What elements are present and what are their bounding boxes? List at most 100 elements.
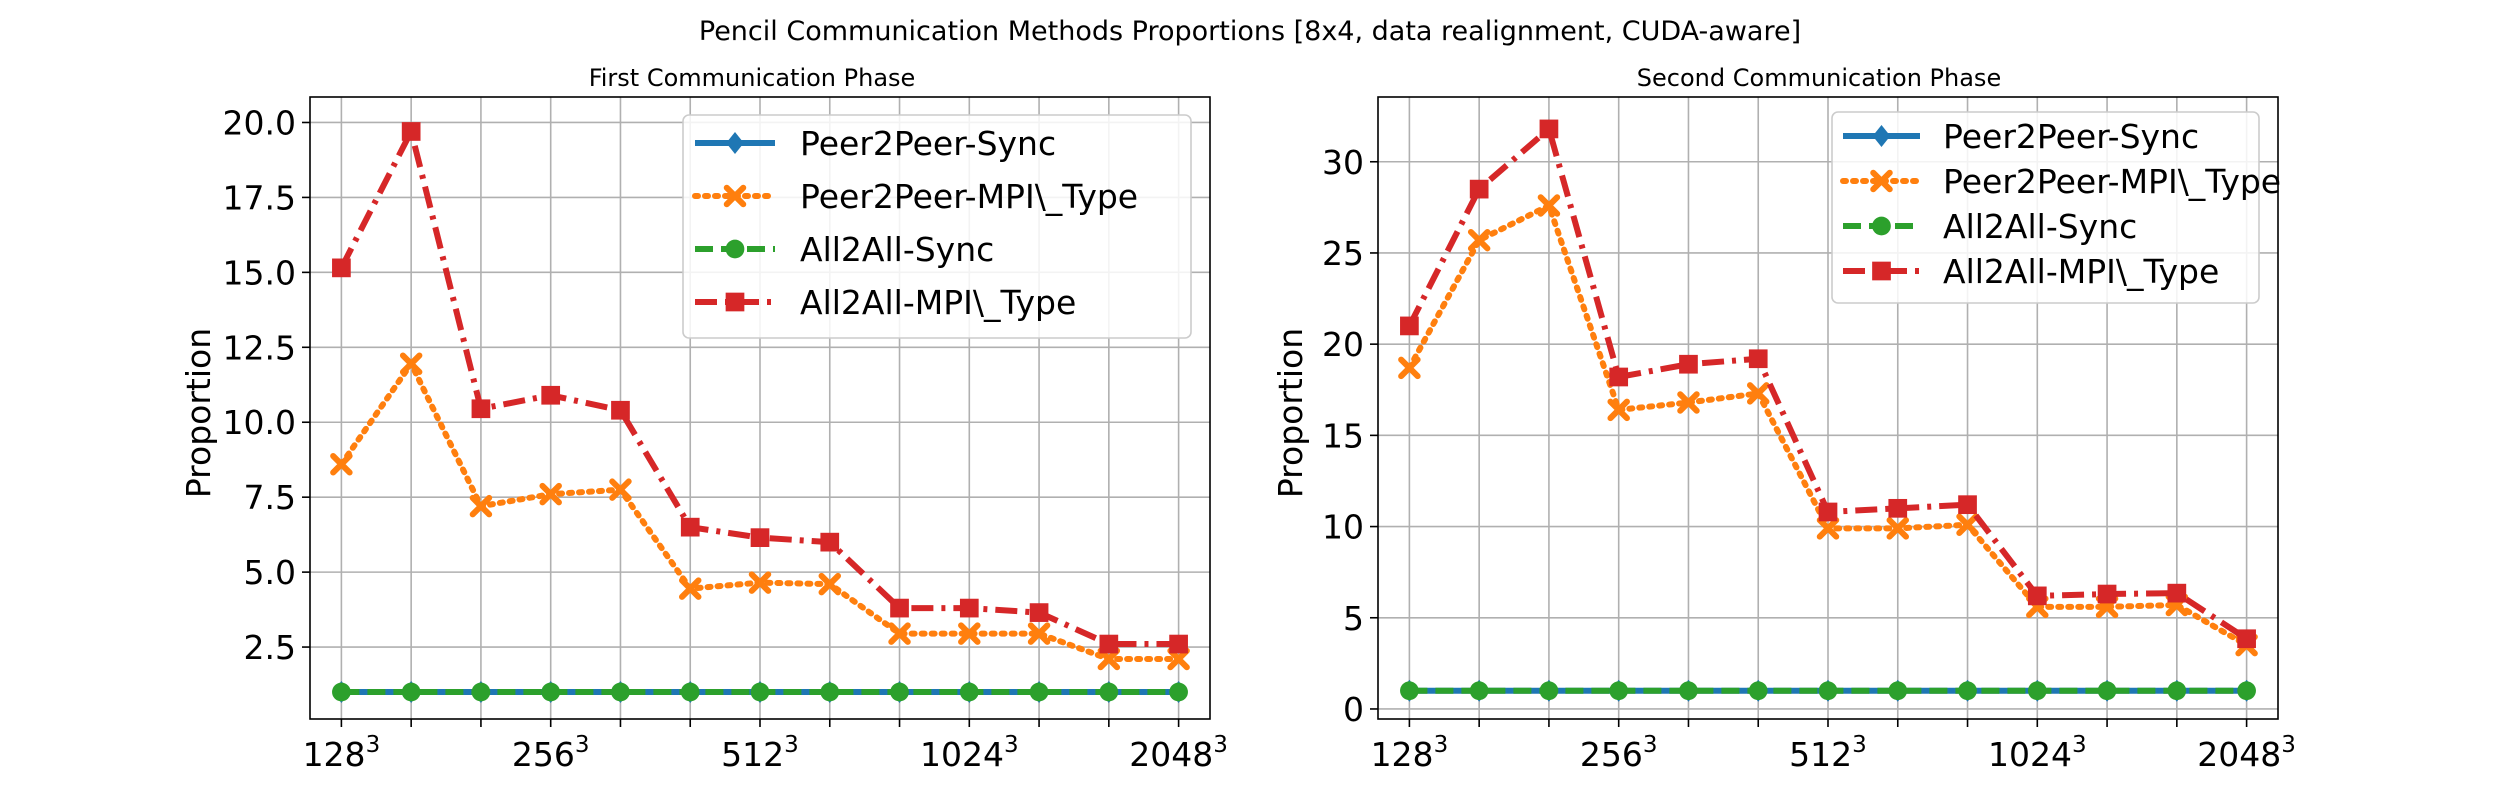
legend-label: All2All-MPI\_Type	[800, 283, 1076, 322]
y-tick-label: 20.0	[223, 103, 296, 142]
x-tick-label: 20483	[2197, 732, 2296, 774]
legend-label: Peer2Peer-Sync	[800, 124, 1056, 163]
data-point	[2237, 629, 2256, 649]
panel-title: First Communication Phase	[589, 64, 916, 92]
data-point	[1099, 682, 1119, 702]
data-point	[1097, 647, 1121, 671]
x-tick-label: 5123	[1789, 732, 1867, 774]
y-tick-label: 5	[1343, 599, 1364, 638]
data-point	[1539, 119, 1559, 139]
data-point	[750, 682, 770, 702]
data-point	[469, 494, 493, 518]
x-tick-label: 2563	[512, 732, 590, 774]
data-point	[1746, 382, 1770, 405]
y-tick-label: 10	[1322, 508, 1364, 547]
y-tick-label: 15.0	[223, 253, 296, 292]
data-point	[1818, 502, 1838, 522]
y-tick-label: 2.5	[244, 628, 296, 667]
data-point	[1400, 316, 1419, 336]
data-point	[1748, 681, 1768, 701]
data-point	[748, 571, 772, 594]
data-point	[399, 352, 423, 376]
data-point	[1958, 681, 1977, 701]
y-tick-label: 30	[1322, 143, 1364, 182]
legend-label: Peer2Peer-MPI\_Type	[800, 177, 1138, 216]
first-phase-panel: First Communication Phase Proportion 2.5…	[179, 64, 1228, 774]
data-point	[1679, 681, 1698, 701]
data-point	[539, 482, 562, 506]
data-point	[611, 682, 630, 702]
y-tick-label: 15	[1322, 416, 1364, 455]
data-point	[2167, 583, 2187, 603]
data-point	[1886, 517, 1910, 540]
data-point	[1958, 495, 1977, 515]
data-point	[2167, 681, 2187, 701]
data-point	[890, 682, 909, 702]
legend-marker	[723, 184, 747, 208]
data-point	[890, 598, 909, 618]
data-point	[1956, 513, 1979, 536]
legend: Peer2Peer-Sync Peer2Peer-MPI\_Type All2All…	[682, 114, 1192, 339]
data-point	[609, 478, 632, 501]
data-point	[611, 400, 630, 420]
x-tick-label: 5123	[721, 732, 799, 774]
legend-label: All2All-Sync	[1943, 207, 2137, 246]
y-tick-label: 0	[1343, 690, 1364, 729]
y-tick-label: 10.0	[223, 403, 296, 442]
x-tick-label: 20483	[1129, 732, 1228, 774]
legend-label: Peer2Peer-MPI\_Type	[1943, 162, 2281, 201]
legend-marker	[1872, 261, 1891, 281]
data-point	[541, 682, 561, 702]
data-point	[1400, 681, 1419, 701]
data-point	[818, 572, 842, 596]
data-point	[680, 517, 700, 537]
y-tick-label: 12.5	[223, 328, 296, 367]
panel-title: Second Communication Phase	[1637, 64, 2001, 92]
data-point	[680, 682, 700, 702]
legend-marker	[1872, 216, 1891, 236]
data-point	[401, 682, 421, 702]
legend-label: Peer2Peer-Sync	[1943, 117, 2199, 156]
x-tick-label: 10243	[1988, 732, 2087, 774]
data-point	[888, 622, 911, 645]
legend-label: All2All-MPI\_Type	[1943, 252, 2219, 291]
data-point	[2027, 586, 2047, 606]
data-point	[1167, 647, 1190, 671]
data-point	[330, 452, 353, 476]
data-point	[1539, 681, 1559, 701]
data-point	[332, 258, 351, 278]
y-tick-label: 20	[1322, 325, 1364, 364]
data-point	[678, 577, 702, 600]
legend-marker	[1870, 169, 1893, 193]
data-point	[1609, 681, 1629, 701]
y-tick-label: 25	[1322, 234, 1364, 273]
plot-frame	[309, 96, 1211, 720]
y-axis-label: Proportion	[179, 328, 218, 498]
data-point	[820, 532, 840, 552]
data-point	[1398, 356, 1421, 380]
data-point	[1537, 194, 1561, 217]
data-point	[1679, 354, 1698, 374]
legend-marker	[725, 292, 745, 312]
data-point	[332, 682, 351, 702]
x-tick-label: 1283	[303, 732, 381, 774]
data-point	[1816, 517, 1840, 540]
data-point	[1888, 681, 1908, 701]
series-peer2peer-mpi-type	[330, 352, 1190, 671]
data-point	[1169, 634, 1188, 654]
plot-frame	[1377, 96, 2279, 720]
data-point	[1607, 398, 1630, 422]
legend-box	[682, 114, 1192, 339]
data-point	[1029, 682, 1049, 702]
x-tick-label: 10243	[920, 732, 1019, 774]
legend-box	[1831, 111, 2260, 304]
data-point	[401, 122, 421, 141]
legend-label: All2All-Sync	[800, 230, 994, 269]
data-point	[959, 598, 979, 618]
data-point	[1169, 682, 1188, 702]
data-point	[471, 682, 491, 702]
series-all2all-mpi-type	[1400, 119, 2256, 649]
data-point	[1888, 498, 1908, 518]
data-point	[1748, 349, 1768, 369]
